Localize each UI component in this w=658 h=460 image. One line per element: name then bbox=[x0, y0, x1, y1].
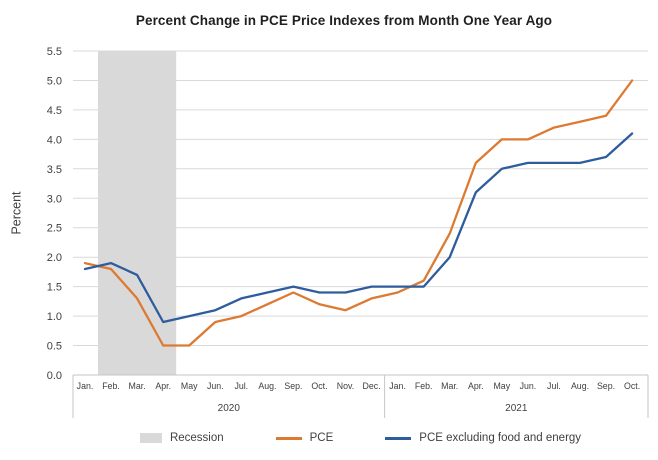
x-tick-label: Aug. bbox=[258, 381, 276, 391]
x-tick-label: Jul. bbox=[547, 381, 561, 391]
y-tick-label: 5.5 bbox=[47, 46, 62, 58]
legend-line-swatch bbox=[275, 436, 302, 440]
legend-recession-label: Recession bbox=[169, 432, 224, 444]
x-tick-label: Apr. bbox=[468, 381, 484, 391]
x-tick-label: Oct. bbox=[624, 381, 640, 391]
y-tick-label: 3.5 bbox=[47, 164, 62, 176]
y-tick-label: 1.5 bbox=[47, 282, 62, 294]
y-tick-label: 0.5 bbox=[47, 341, 62, 353]
chart-title: Percent Change in PCE Price Indexes from… bbox=[135, 13, 553, 28]
x-tick-label: Oct. bbox=[311, 381, 327, 391]
x-tick-label: Jan. bbox=[389, 381, 406, 391]
legend-item-pce: PCE bbox=[275, 432, 334, 444]
y-tick-label: 4.5 bbox=[47, 105, 62, 117]
x-tick-label: Jul. bbox=[234, 381, 248, 391]
x-tick-label: Dec. bbox=[363, 381, 381, 391]
y-tick-label: 1.0 bbox=[47, 311, 62, 323]
y-tick-label: 2.0 bbox=[47, 252, 62, 264]
recession-band bbox=[98, 51, 177, 375]
legend-pce-label: PCE bbox=[309, 432, 334, 444]
legend-line-swatch bbox=[385, 436, 412, 440]
x-tick-label: Jun. bbox=[520, 381, 537, 391]
legend-item-core-pce: PCE excluding food and energy bbox=[385, 432, 581, 444]
x-tick-label: Aug. bbox=[571, 381, 589, 391]
x-tick-label: Sep. bbox=[284, 381, 302, 391]
series-line-core-pce bbox=[83, 132, 634, 324]
x-tick-label: Feb. bbox=[102, 381, 120, 391]
x-tick-label: Mar. bbox=[441, 381, 458, 391]
x-tick-label: Feb. bbox=[415, 381, 433, 391]
y-tick-label: 4.0 bbox=[47, 134, 62, 146]
x-tick-label: May bbox=[181, 381, 198, 391]
year-label: 2020 bbox=[218, 403, 241, 414]
y-tick-label: 3.0 bbox=[47, 193, 62, 205]
series-line-pce bbox=[83, 79, 634, 347]
x-tick-label: May bbox=[493, 381, 510, 391]
x-tick-label: Jan. bbox=[77, 381, 94, 391]
legend: Recession PCE PCE excluding food and ene… bbox=[73, 432, 648, 444]
y-tick-label: 0.0 bbox=[47, 370, 62, 382]
x-tick-label: Mar. bbox=[129, 381, 146, 391]
x-tick-label: Apr. bbox=[155, 381, 171, 391]
year-label: 2021 bbox=[505, 403, 528, 414]
legend-core-pce-label: PCE excluding food and energy bbox=[419, 432, 582, 444]
x-tick-label: Sep. bbox=[597, 381, 615, 391]
x-tick-label: Nov. bbox=[337, 381, 354, 391]
y-tick-label: 2.5 bbox=[47, 223, 62, 235]
legend-item-recession: Recession bbox=[139, 432, 224, 444]
x-tick-label: Jun. bbox=[207, 381, 224, 391]
y-tick-label: 5.0 bbox=[47, 76, 62, 88]
legend-recession-swatch bbox=[139, 433, 162, 443]
